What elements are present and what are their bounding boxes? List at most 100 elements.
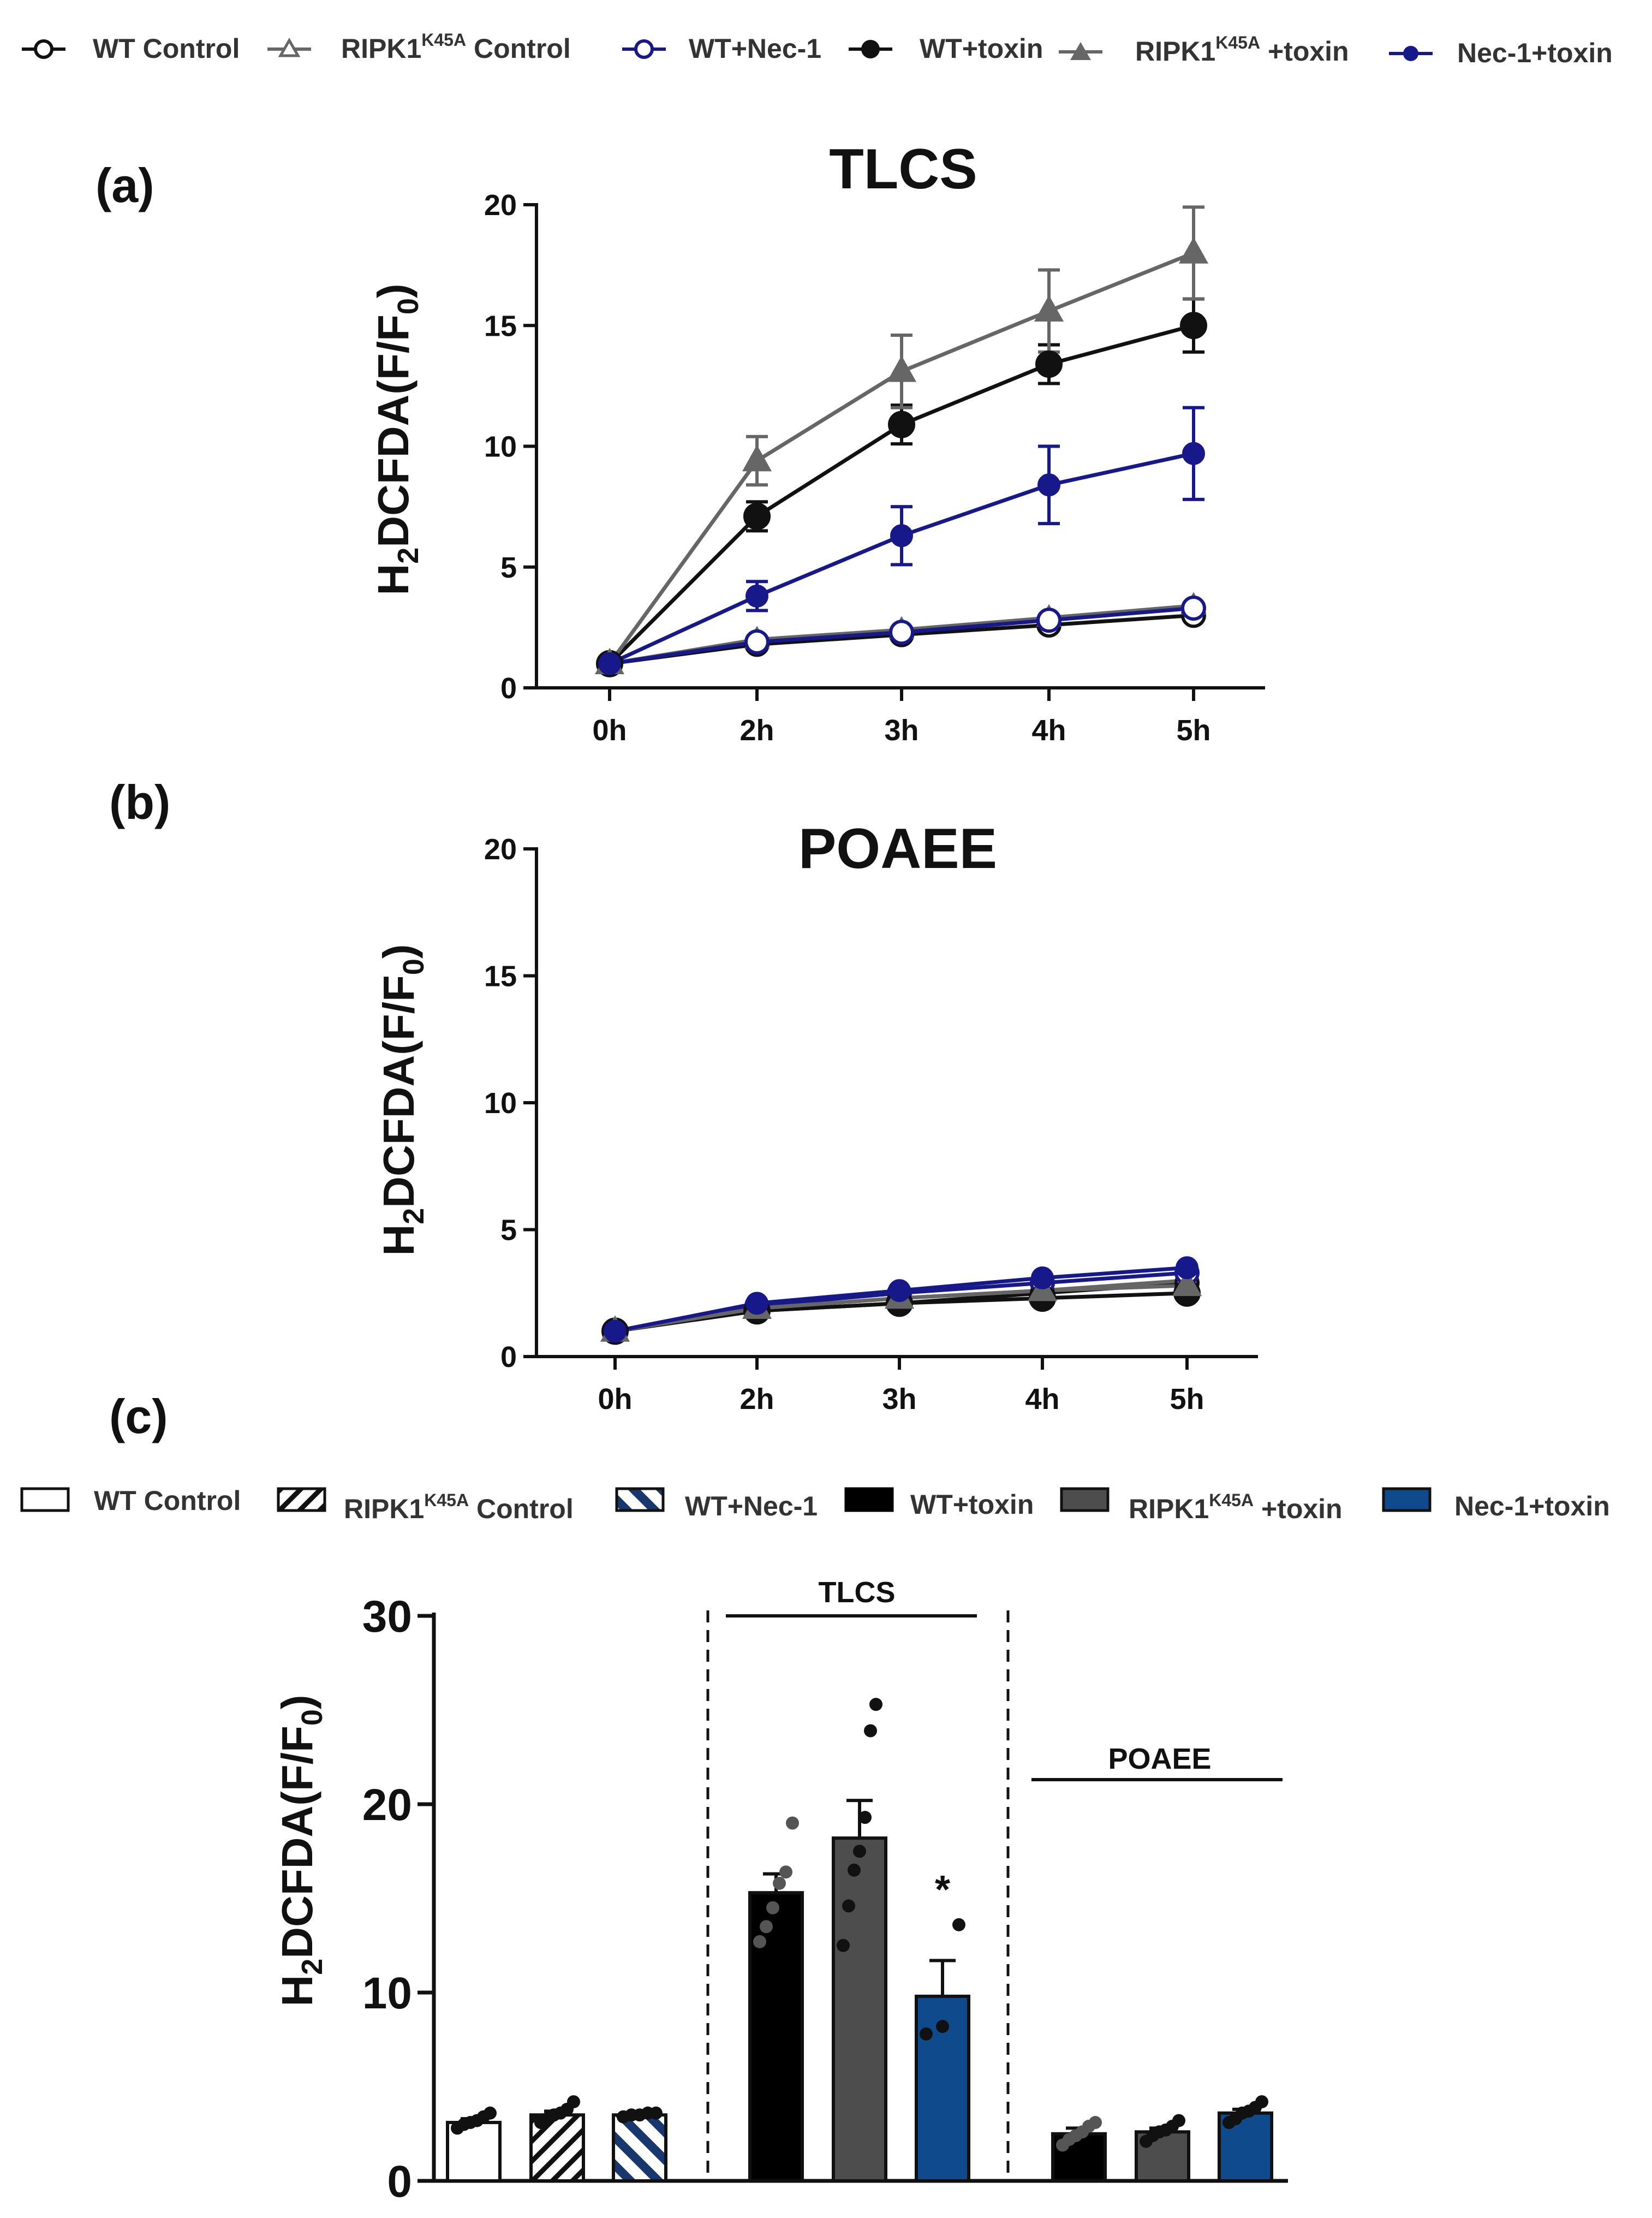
data-point-ripk_toxin: [1034, 295, 1064, 322]
y-axis-label-b: H2DCFDA(F/F0): [374, 944, 430, 1256]
data-point-nec1_toxin: [598, 652, 621, 675]
legend-label: WT Control: [94, 1485, 241, 1516]
data-dot: [853, 1845, 866, 1858]
data-point-nec1_toxin: [1037, 473, 1060, 497]
legend-label: RIPK1K45A Control: [344, 1490, 574, 1524]
data-dot: [842, 1899, 855, 1913]
legend-label: RIPK1K45A +toxin: [1129, 1490, 1343, 1524]
legend-swatch-black: [844, 1487, 894, 1512]
bar-legend-item-wt-nec1: WT+Nec-1: [615, 1487, 818, 1521]
data-dot: [837, 1938, 850, 1952]
data-dot: [779, 1865, 792, 1879]
legend-marker-filled-circle: [861, 40, 880, 58]
data-point-wt_nec1: [744, 629, 770, 655]
legend-label: WT+Nec-1: [689, 33, 821, 64]
y-axis-label-c: H2DCFDA(F/F0): [273, 1694, 329, 2006]
panel-label-a: (a): [96, 158, 154, 212]
data-point-wt_nec1: [889, 620, 914, 645]
legend-label: Nec-1+toxin: [1457, 38, 1613, 68]
x-tick-label: 4h: [1031, 714, 1066, 747]
data-point-ripk_toxin: [1178, 237, 1209, 264]
panel-label-b: (b): [109, 775, 170, 829]
legend-item-wt-toxin: WT+toxin: [849, 33, 1043, 64]
y-tick-label: 15: [484, 960, 517, 993]
data-point-wt_toxin: [1035, 350, 1063, 378]
significance-star: *: [935, 1868, 950, 1912]
y-tick-label: 10: [484, 1087, 517, 1120]
data-point-wt_nec1: [1036, 608, 1061, 633]
legend-label: Nec-1+toxin: [1454, 1491, 1610, 1521]
data-dot: [1255, 2095, 1268, 2109]
legend-label: WT+toxin: [920, 33, 1043, 64]
legend-swatch-gray: [1060, 1487, 1110, 1512]
legend-marker-open-triangle: [278, 37, 301, 57]
legend-marker-open-circle: [34, 39, 53, 59]
data-dot: [848, 1863, 861, 1877]
bar-control-wt_nec1: [612, 2113, 667, 2183]
data-dot: [567, 2095, 580, 2109]
series-line-ripk_toxin: [608, 251, 1195, 665]
group-label-poaee: POAEE: [1108, 1743, 1211, 1775]
x-tick-label: 2h: [739, 714, 774, 747]
data-dot: [649, 2106, 663, 2120]
data-dot: [760, 1920, 773, 1934]
data-point-wt_toxin: [888, 411, 915, 438]
legend-label: WT+toxin: [910, 1489, 1034, 1520]
group-label-tlcs: TLCS: [819, 1576, 896, 1609]
data-dot: [869, 1698, 882, 1711]
y-tick-label: 30: [362, 1592, 412, 1642]
data-dot: [920, 2027, 933, 2041]
y-tick-label: 0: [500, 1341, 517, 1373]
data-dot: [1172, 2114, 1185, 2127]
data-point-nec1_toxin: [1182, 442, 1205, 465]
x-tick-label: 0h: [598, 1383, 632, 1416]
data-point-nec1_toxin: [1176, 1256, 1198, 1280]
data-point-nec1_toxin: [888, 1279, 911, 1303]
data-dot: [484, 2106, 497, 2120]
panel-label-c: (c): [109, 1389, 168, 1443]
legend-label: WT Control: [93, 33, 240, 64]
x-tick-label: 5h: [1176, 714, 1210, 747]
data-point-ripk_toxin: [886, 355, 917, 382]
bar-plot-c: 0 10 20 30 *: [362, 1592, 1288, 2207]
data-dot: [786, 1816, 799, 1830]
bar-legend-item-wt-control: WT Control: [20, 1485, 241, 1516]
y-axis-label-a: H2DCFDA(F/F0): [369, 283, 425, 595]
legend-label: RIPK1K45A Control: [341, 30, 571, 64]
legend-swatch-blue: [1382, 1487, 1432, 1512]
x-tick-label: 3h: [884, 714, 919, 747]
data-point-ripk_toxin: [742, 444, 772, 472]
data-dot: [952, 1918, 965, 1931]
data-point-nec1_toxin: [604, 1319, 627, 1343]
data-dot: [936, 2020, 949, 2033]
y-tick-label: 10: [484, 431, 517, 463]
legend-marker-open-circle: [634, 39, 654, 59]
data-point-nec1_toxin: [746, 584, 768, 608]
y-tick-label: 5: [500, 1214, 517, 1247]
y-tick-label: 5: [500, 551, 517, 584]
line-plot-a: 0 5 10 15 20 0h 2h 3h 4h 5h: [484, 189, 1265, 747]
data-dot: [1089, 2116, 1102, 2130]
chart-title-a: TLCS: [829, 138, 977, 201]
legend-swatch-white: [20, 1487, 70, 1512]
line-plot-b: 0 5 10 15 20 0h 2h 3h 4h 5h: [484, 833, 1258, 1416]
y-tick-label: 0: [387, 2157, 412, 2207]
data-point-wt_nec1: [1181, 595, 1206, 621]
y-tick-label: 20: [484, 189, 517, 222]
data-dot: [766, 1901, 779, 1914]
x-tick-label: 2h: [739, 1383, 774, 1416]
data-point-nec1_toxin: [890, 524, 913, 548]
legend-marker-filled-circle: [1403, 46, 1418, 61]
x-tick-label: 4h: [1025, 1383, 1059, 1416]
data-point-wt_toxin: [1180, 312, 1207, 340]
x-tick-label: 3h: [882, 1383, 916, 1416]
bar-legend-item-nec1-toxin: Nec-1+toxin: [1382, 1487, 1610, 1521]
bar-legend-item-ripk-control: RIPK1K45A Control: [277, 1487, 574, 1524]
data-dot: [864, 1724, 877, 1738]
y-tick-label: 15: [484, 310, 517, 342]
chart-title-b: POAEE: [798, 817, 997, 881]
legend-item-nec1-toxin: Nec-1+toxin: [1389, 38, 1613, 68]
legend-item-wt-nec1: WT+Nec-1: [622, 33, 821, 64]
data-dot: [753, 1935, 766, 1948]
data-point-wt_toxin: [743, 502, 771, 530]
